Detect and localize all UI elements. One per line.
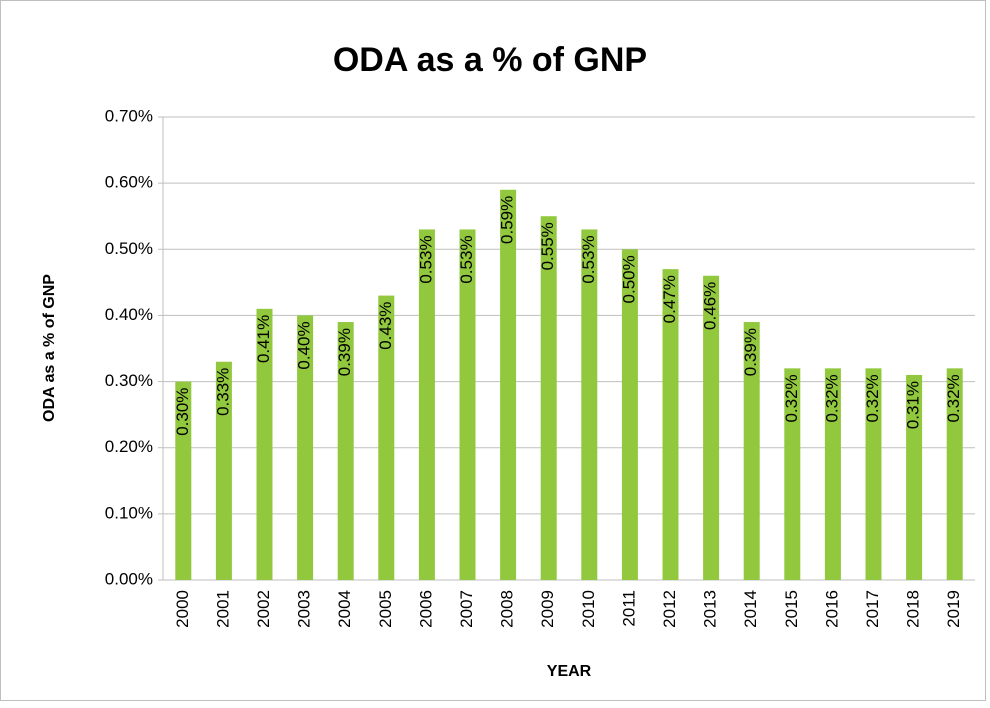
x-tick-label: 2004: [335, 590, 354, 628]
data-label: 0.59%: [498, 196, 517, 244]
data-label: 0.46%: [701, 282, 720, 330]
x-tick-label: 2001: [213, 590, 232, 628]
bar: [581, 229, 598, 580]
bar: [662, 269, 679, 580]
data-label: 0.39%: [335, 328, 354, 376]
x-tick-label: 2002: [254, 590, 273, 628]
bar: [378, 295, 395, 580]
y-axis-label: ODA as a % of GNP: [41, 274, 58, 422]
bar: [824, 368, 841, 580]
bar: [621, 249, 638, 581]
x-tick-label: 2007: [457, 590, 476, 628]
x-tick-label: 2013: [701, 590, 720, 628]
bar: [418, 229, 435, 580]
data-label: 0.40%: [295, 321, 314, 369]
data-label: 0.55%: [538, 222, 557, 270]
x-tick-label: 2016: [822, 590, 841, 628]
bar: [703, 275, 720, 580]
data-label: 0.41%: [254, 315, 273, 363]
x-tick-label: 2012: [660, 590, 679, 628]
bar: [500, 189, 517, 580]
bar: [215, 361, 232, 580]
data-label: 0.30%: [173, 388, 192, 436]
bar: [297, 315, 314, 580]
data-label: 0.50%: [619, 255, 638, 303]
y-tick-label: 0.70%: [105, 106, 153, 125]
y-tick-label: 0.30%: [105, 371, 153, 390]
bar: [946, 368, 963, 580]
data-label: 0.31%: [904, 381, 923, 429]
data-label: 0.32%: [822, 374, 841, 422]
data-label: 0.32%: [944, 374, 963, 422]
x-tick-label: 2015: [782, 590, 801, 628]
bar: [784, 368, 801, 580]
x-tick-label: 2006: [416, 590, 435, 628]
bar: [743, 322, 760, 580]
data-label: 0.53%: [416, 235, 435, 283]
data-label: 0.47%: [660, 275, 679, 323]
y-tick-label: 0.20%: [105, 437, 153, 456]
x-tick-label: 2003: [295, 590, 314, 628]
bar: [540, 216, 557, 580]
x-tick-label: 2005: [376, 590, 395, 628]
x-tick-label: 2018: [904, 590, 923, 628]
bar: [865, 368, 882, 580]
x-axis-label: YEAR: [547, 663, 592, 680]
data-label: 0.32%: [782, 374, 801, 422]
bar: [906, 374, 923, 580]
data-label: 0.33%: [213, 368, 232, 416]
y-tick-label: 0.00%: [105, 569, 153, 588]
x-tick-label: 2009: [538, 590, 557, 628]
x-tick-label: 2014: [741, 590, 760, 628]
y-tick-label: 0.50%: [105, 239, 153, 258]
data-label: 0.53%: [457, 235, 476, 283]
x-tick-label: 2000: [173, 590, 192, 628]
x-tick-label: 2017: [863, 590, 882, 628]
data-label: 0.39%: [741, 328, 760, 376]
bar: [256, 308, 273, 580]
x-tick-label: 2008: [498, 590, 517, 628]
bar: [459, 229, 476, 580]
chart-title: ODA as a % of GNP: [333, 41, 647, 79]
y-tick-label: 0.40%: [105, 305, 153, 324]
x-tick-label: 2019: [944, 590, 963, 628]
data-label: 0.32%: [863, 374, 882, 422]
data-label: 0.53%: [579, 235, 598, 283]
x-tick-label: 2011: [619, 590, 638, 627]
x-tick-label: 2010: [579, 590, 598, 628]
bar: [337, 322, 354, 580]
bar: [175, 381, 192, 580]
data-label: 0.43%: [376, 302, 395, 350]
y-tick-label: 0.60%: [105, 173, 153, 192]
y-tick-label: 0.10%: [105, 503, 153, 522]
